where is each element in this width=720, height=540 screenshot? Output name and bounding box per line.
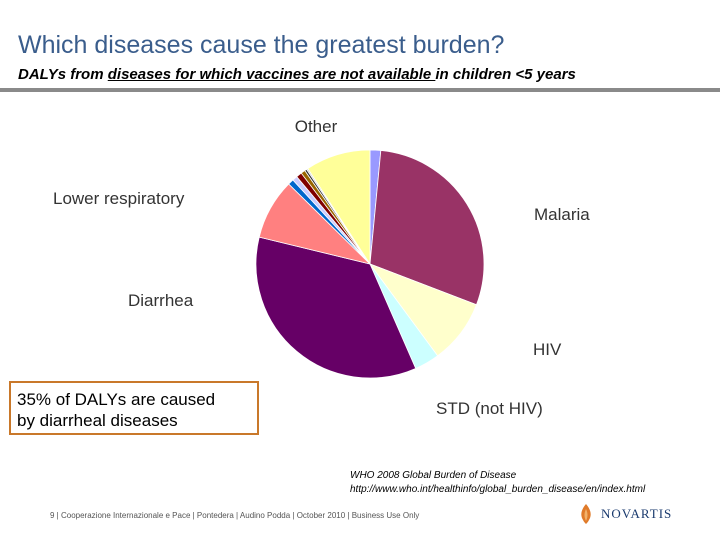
pie-slice-malaria xyxy=(369,150,485,306)
label-lower-respiratory: Lower respiratory xyxy=(53,189,185,208)
callout-line-1: 35% of DALYs are caused xyxy=(17,390,216,409)
pie-slice-other xyxy=(307,149,371,266)
label-std: STD (not HIV) xyxy=(436,399,543,418)
subtitle-suffix: in children <5 years xyxy=(435,66,576,83)
callout-box: 35% of DALYs are caused by diarrheal dis… xyxy=(9,381,259,435)
source-note: WHO 2008 Global Burden of Disease http:/… xyxy=(350,469,645,497)
label-other: Other xyxy=(295,117,338,136)
callout-line-2: by diarrheal diseases xyxy=(17,411,178,430)
pie-slices xyxy=(255,149,485,379)
label-diarrhea: Diarrhea xyxy=(128,291,194,310)
subtitle-prefix: DALYs from xyxy=(18,66,108,83)
brand-logo: NOVARTIS xyxy=(577,503,672,525)
slide-subtitle: DALYs from diseases for which vaccines a… xyxy=(18,66,576,83)
label-malaria: Malaria xyxy=(534,205,590,224)
footer-text: 9 | Cooperazione Internazionale e Pace |… xyxy=(50,511,420,520)
novartis-flame-icon xyxy=(581,504,591,524)
subtitle-underlined: diseases for which vaccines are not avai… xyxy=(107,66,436,83)
brand-name: NOVARTIS xyxy=(601,506,673,521)
label-hiv: HIV xyxy=(533,340,562,359)
header-rule xyxy=(0,88,720,92)
source-line-1: WHO 2008 Global Burden of Disease xyxy=(350,470,517,481)
source-url: http://www.who.int/healthinfo/global_bur… xyxy=(350,484,646,495)
slide-title: Which diseases cause the greatest burden… xyxy=(18,31,505,59)
pie-slice-diarrhea xyxy=(255,236,417,379)
